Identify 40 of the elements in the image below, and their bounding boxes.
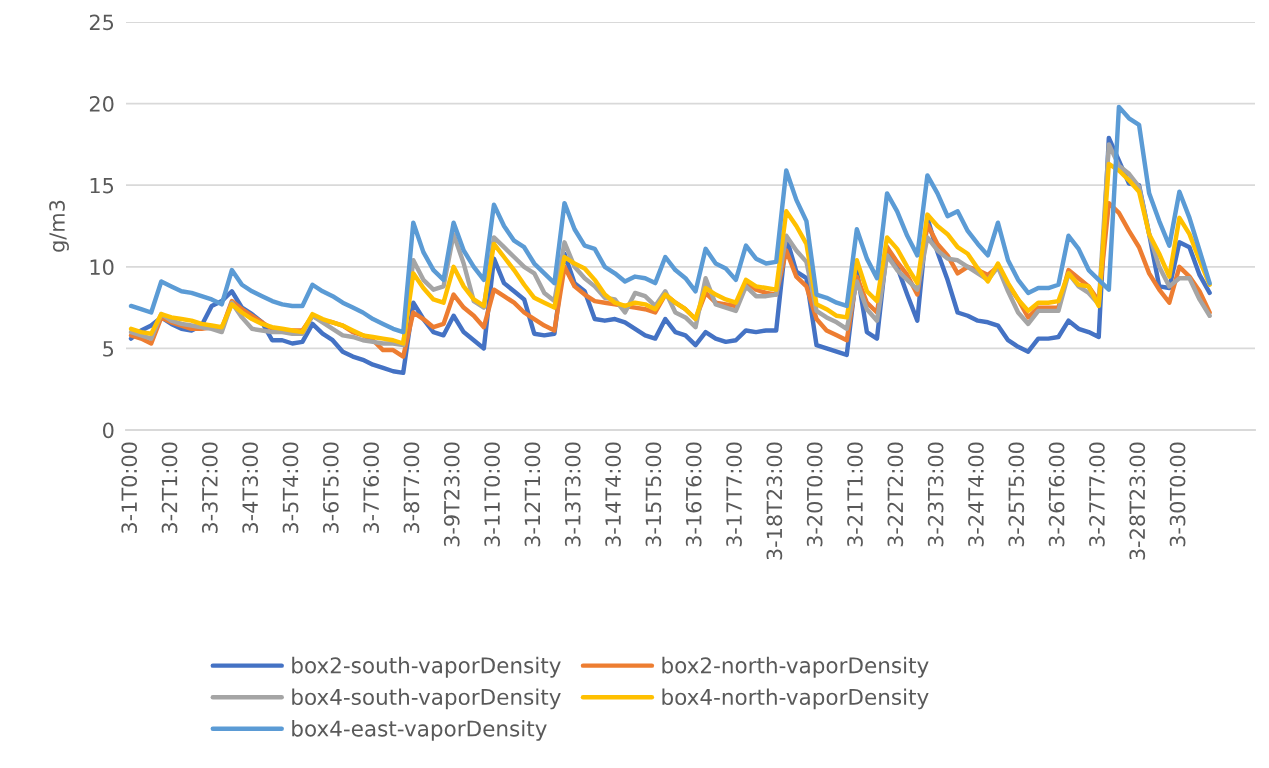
line-series bbox=[128, 104, 1212, 335]
y-tick-label: 5 bbox=[103, 341, 114, 357]
x-tick-label: 3-13T3:00 bbox=[564, 442, 581, 547]
legend-label: box4-south-vaporDensity bbox=[292, 688, 561, 710]
x-tick-label: 3-26T6:00 bbox=[1048, 442, 1065, 547]
x-tick-label: 3-17T7:00 bbox=[726, 442, 742, 547]
legend-label: box2-south-vaporDensity bbox=[292, 656, 561, 678]
x-tick-label: 3-4T3:00 bbox=[242, 442, 259, 534]
x-tick-label: 3-5T4:00 bbox=[282, 442, 299, 534]
x-tick-label: 3-15T5:00 bbox=[645, 442, 662, 547]
x-tick-label: 3-21T1:00 bbox=[847, 442, 863, 547]
x-tick-label: 3-30T0:00 bbox=[1169, 442, 1186, 547]
x-tick-label: 3-2T1:00 bbox=[161, 442, 178, 534]
x-tick-label: 3-18T23:00 bbox=[766, 442, 783, 560]
x-tick-label: 3-3T2:00 bbox=[201, 442, 218, 534]
y-tick-label: 0 bbox=[103, 422, 114, 439]
y-tick-label: 25 bbox=[89, 14, 114, 31]
y-axis-title: g/m3 bbox=[49, 200, 69, 252]
x-tick-label: 3-24T4:00 bbox=[968, 442, 984, 547]
y-tick-label: 10 bbox=[90, 259, 114, 276]
x-tick-label: 3-22T2:00 bbox=[887, 442, 904, 547]
x-tick-label: 3-1T0:00 bbox=[121, 442, 138, 534]
legend-label: box4-north-vaporDensity bbox=[662, 688, 929, 710]
x-tick-label: 3-28T23:00 bbox=[1129, 442, 1146, 560]
x-tick-label: 3-14T4:00 bbox=[605, 442, 621, 547]
x-tick-label: 3-9T23:00 bbox=[443, 442, 460, 547]
x-tick-label: 3-16T6:00 bbox=[685, 442, 702, 547]
x-tick-label: 3-8T7:00 bbox=[403, 442, 420, 534]
x-tick-label: 3-12T1:00 bbox=[524, 442, 541, 547]
x-tick-label: 3-25T5:00 bbox=[1008, 442, 1025, 547]
x-tick-label: 3-23T3:00 bbox=[927, 442, 944, 547]
x-tick-label: 3-7T6:00 bbox=[363, 442, 380, 534]
legend-label: box4-east-vaporDensity bbox=[292, 720, 547, 741]
x-tick-label: 3-20T0:00 bbox=[806, 442, 823, 547]
x-tick-label: 3-6T5:00 bbox=[322, 442, 339, 534]
x-tick-label: 3-27T7:00 bbox=[1089, 442, 1105, 547]
legend-label: box2-north-vaporDensity bbox=[662, 656, 929, 678]
y-tick-label: 15 bbox=[90, 177, 114, 194]
y-tick-label: 20 bbox=[89, 96, 114, 112]
x-tick-label: 3-11T0:00 bbox=[484, 442, 500, 547]
